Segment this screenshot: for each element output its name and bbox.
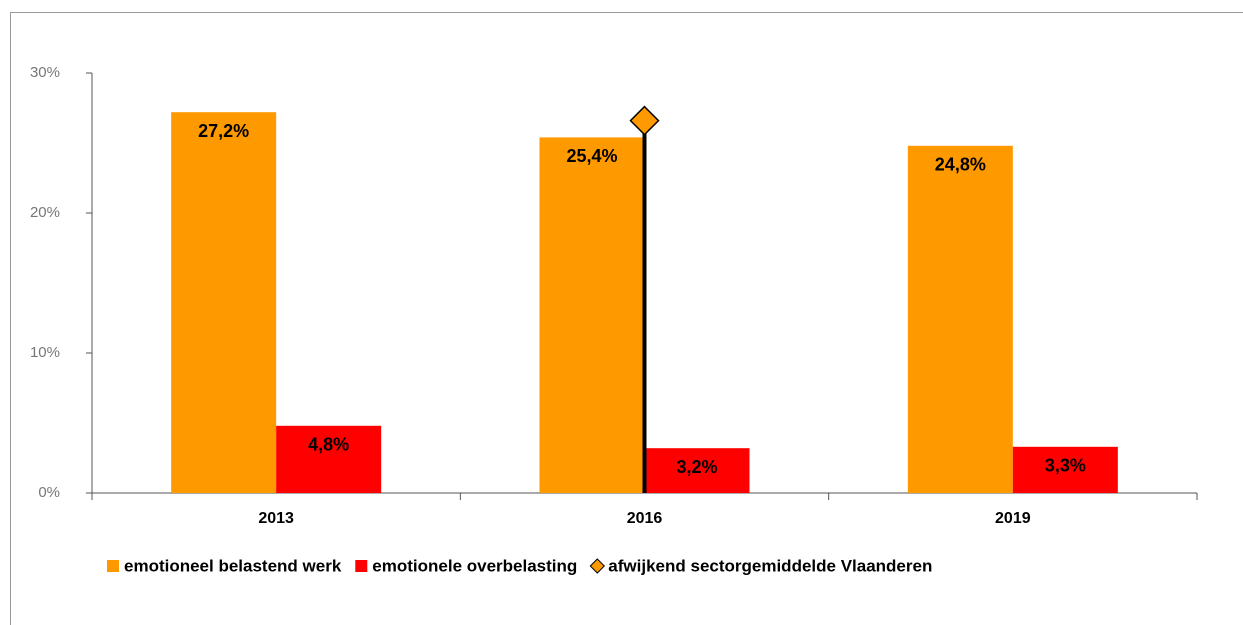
legend-swatch [107, 560, 119, 572]
y-tick-label: 30% [30, 64, 60, 81]
bar [1012, 446, 1118, 493]
legend-label: emotioneel belastend werk [124, 556, 342, 575]
y-tick-label: 10% [30, 344, 60, 361]
chart-frame [10, 12, 1243, 625]
bar [644, 448, 750, 493]
x-tick-label: 2013 [258, 510, 294, 527]
y-tick-label: 0% [38, 484, 60, 501]
data-label: 27,2% [198, 121, 249, 141]
x-tick-label: 2016 [627, 510, 663, 527]
x-tick-label: 2019 [995, 510, 1031, 527]
bar [539, 137, 645, 493]
y-tick-label: 20% [30, 204, 60, 221]
marker [629, 105, 660, 136]
data-label: 3,2% [676, 457, 717, 477]
legend-label: emotionele overbelasting [372, 556, 577, 575]
data-label: 4,8% [308, 435, 349, 455]
bar [171, 112, 277, 493]
data-label: 25,4% [566, 146, 617, 166]
legend-swatch [355, 560, 368, 572]
legend-swatch [589, 558, 606, 574]
bar [276, 425, 382, 493]
legend-label: afwijkend sectorgemiddelde Vlaanderen [608, 556, 932, 575]
data-label: 3,3% [1045, 456, 1086, 476]
bar [907, 145, 1013, 494]
data-label: 24,8% [935, 155, 986, 175]
